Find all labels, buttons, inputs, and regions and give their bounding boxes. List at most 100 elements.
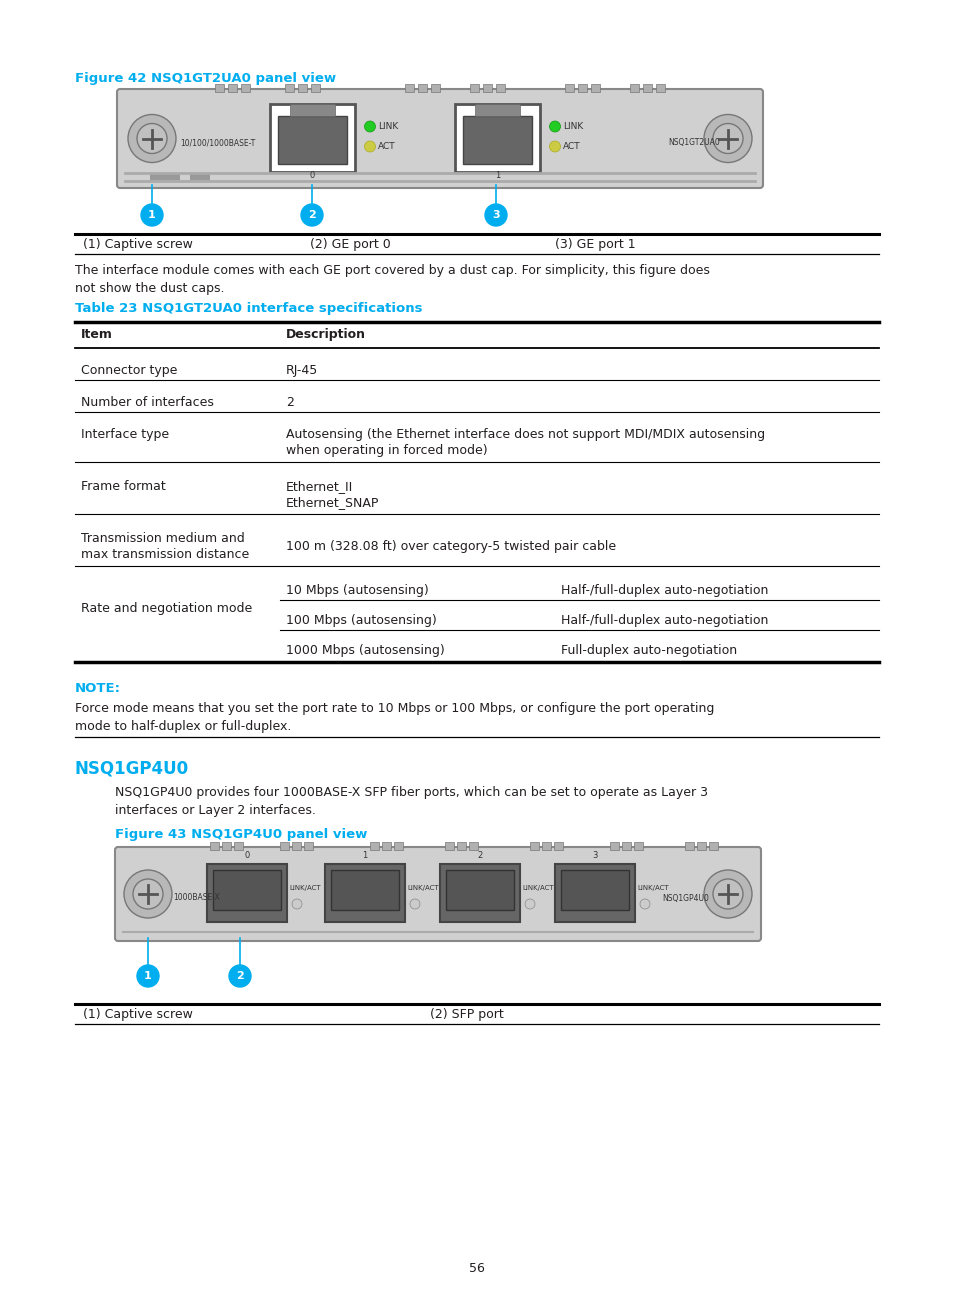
Circle shape [484,203,506,226]
Bar [150,174,180,180]
Bar [578,84,586,92]
Circle shape [292,899,302,908]
Text: LINK: LINK [377,122,397,131]
Text: Connector type: Connector type [81,364,177,377]
Bar [311,84,319,92]
Circle shape [703,870,751,918]
Bar [656,84,664,92]
Circle shape [703,114,751,162]
Text: Force mode means that you set the port rate to 10 Mbps or 100 Mbps, or configure: Force mode means that you set the port r… [75,702,714,715]
Text: LINK: LINK [562,122,582,131]
FancyBboxPatch shape [115,848,760,941]
Text: LINK/ACT: LINK/ACT [637,885,668,892]
Circle shape [639,899,649,908]
Text: NSQ1GT2UA0: NSQ1GT2UA0 [667,137,719,146]
Bar [213,870,281,910]
Bar [270,104,355,172]
Text: 2: 2 [308,210,315,220]
Circle shape [712,879,742,908]
Text: Number of interfaces: Number of interfaces [81,397,213,410]
Bar [475,104,519,117]
Bar [530,842,538,850]
Bar [446,870,514,910]
Text: Autosensing (the Ethernet interface does not support MDI/MDIX autosensing: Autosensing (the Ethernet interface does… [286,428,764,441]
Circle shape [137,123,167,153]
Bar [241,84,250,92]
Bar [697,842,705,850]
Bar [555,864,635,921]
Bar [297,84,307,92]
Text: ACT: ACT [562,143,580,152]
Bar [470,84,478,92]
Bar [560,870,628,910]
Text: max transmission distance: max transmission distance [81,548,249,561]
Bar [277,117,347,165]
Text: interfaces or Layer 2 interfaces.: interfaces or Layer 2 interfaces. [115,804,315,816]
Bar [462,117,532,165]
Circle shape [712,123,742,153]
Bar [214,84,224,92]
Bar [233,842,243,850]
Text: Description: Description [286,328,366,341]
Text: 1: 1 [148,210,155,220]
Text: Figure 43 NSQ1GP4U0 panel view: Figure 43 NSQ1GP4U0 panel view [115,828,367,841]
Bar [496,84,504,92]
Bar [634,842,642,850]
Text: 3: 3 [492,210,499,220]
Text: 100 Mbps (autosensing): 100 Mbps (autosensing) [286,614,436,627]
Text: RJ-45: RJ-45 [286,364,318,377]
Text: NSQ1GP4U0: NSQ1GP4U0 [75,759,189,778]
Circle shape [364,141,375,152]
Text: Transmission medium and: Transmission medium and [81,531,245,546]
Text: Ethernet_II: Ethernet_II [286,480,353,492]
Bar [609,842,618,850]
Text: (1) Captive screw: (1) Captive screw [83,238,193,251]
Text: 3: 3 [592,851,598,861]
Bar [190,174,210,180]
Text: The interface module comes with each GE port covered by a dust cap. For simplici: The interface module comes with each GE … [75,264,709,277]
Bar [431,84,439,92]
Bar [394,842,402,850]
Circle shape [301,203,323,226]
Text: 2: 2 [476,851,482,861]
Text: (2) SFP port: (2) SFP port [430,1008,503,1021]
Text: (1) Captive screw: (1) Captive screw [83,1008,193,1021]
Bar [325,864,405,921]
Circle shape [549,141,560,152]
Bar [642,84,651,92]
Bar [629,84,639,92]
Text: LINK/ACT: LINK/ACT [289,885,320,892]
Circle shape [124,870,172,918]
Text: 0: 0 [310,171,314,180]
Bar [444,842,454,850]
Bar [455,104,539,172]
Text: ACT: ACT [377,143,395,152]
Text: Half-/full-duplex auto-negotiation: Half-/full-duplex auto-negotiation [560,584,767,597]
Text: Rate and negotiation mode: Rate and negotiation mode [81,603,252,616]
Text: Figure 42 NSQ1GT2UA0 panel view: Figure 42 NSQ1GT2UA0 panel view [75,73,335,86]
Text: NSQ1GP4U0 provides four 1000BASE-X SFP fiber ports, which can be set to operate : NSQ1GP4U0 provides four 1000BASE-X SFP f… [115,785,707,800]
Text: 1000 Mbps (autosensing): 1000 Mbps (autosensing) [286,644,444,657]
Text: Item: Item [81,328,112,341]
Circle shape [524,899,535,908]
Text: when operating in forced mode): when operating in forced mode) [286,445,487,457]
Text: Table 23 NSQ1GT2UA0 interface specifications: Table 23 NSQ1GT2UA0 interface specificat… [75,302,422,315]
Bar [439,864,519,921]
Circle shape [132,879,163,908]
Text: 1: 1 [362,851,367,861]
Text: 56: 56 [469,1262,484,1275]
Bar [222,842,231,850]
Text: (2) GE port 0: (2) GE port 0 [310,238,391,251]
Bar [290,104,335,117]
Bar [554,842,562,850]
Circle shape [364,121,375,132]
Bar [456,842,465,850]
Bar [280,842,289,850]
Text: Full-duplex auto-negotiation: Full-duplex auto-negotiation [560,644,737,657]
Bar [405,84,414,92]
Bar [708,842,718,850]
Text: Interface type: Interface type [81,428,169,441]
Bar [292,842,301,850]
Text: 1: 1 [495,171,499,180]
Circle shape [137,966,159,988]
